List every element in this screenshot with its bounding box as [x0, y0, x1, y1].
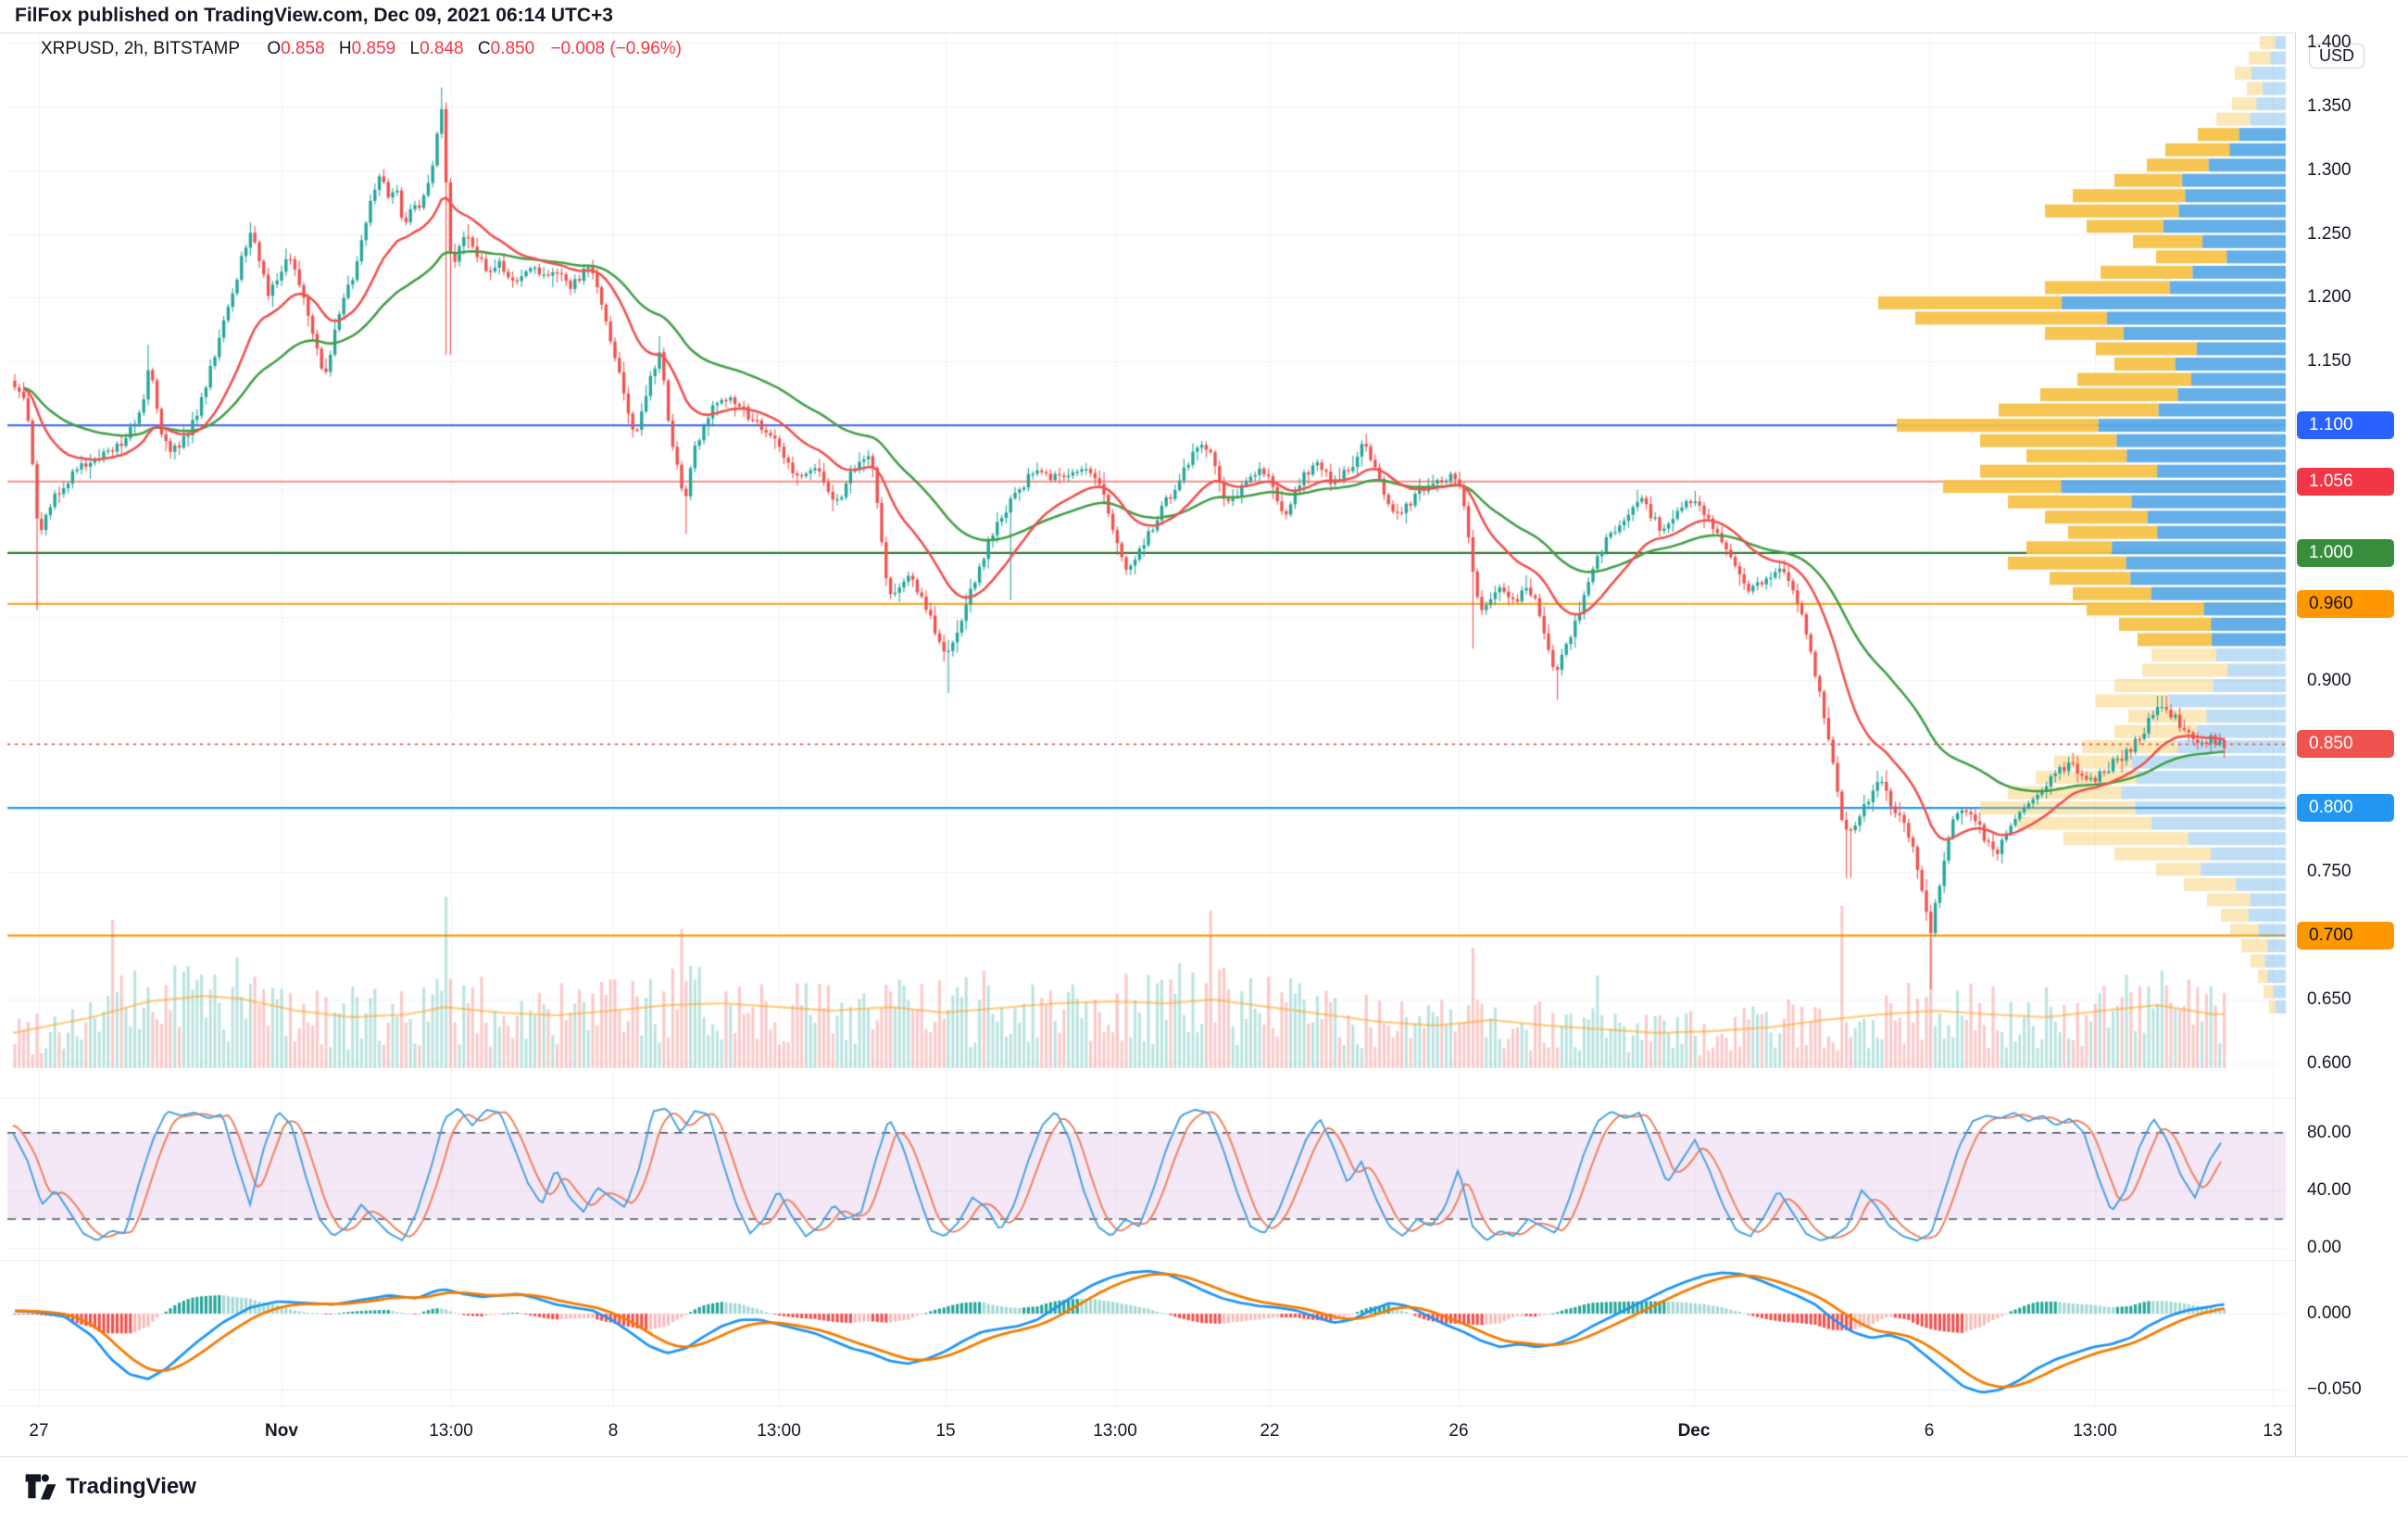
price-tick-0.750: 0.750 [2307, 862, 2352, 882]
publish-attribution: FilFox published on TradingView.com, Dec… [15, 5, 613, 27]
price-level-badge-1.056: 1.056 [2297, 467, 2394, 496]
publish-attribution-text: FilFox published on TradingView.com, Dec… [15, 5, 613, 26]
low-value: 0.848 [420, 39, 464, 58]
time-tick-13:00: 13:00 [757, 1421, 801, 1441]
time-tick-Nov: Nov [265, 1421, 298, 1441]
macd-tick-0.000: 0.000 [2307, 1303, 2352, 1323]
price-tick-1.400: 1.400 [2307, 32, 2352, 52]
price-tick-0.900: 0.900 [2307, 670, 2352, 690]
time-tick-13:00: 13:00 [2073, 1421, 2117, 1441]
currency-button[interactable]: USD [2309, 44, 2365, 69]
time-tick-8: 8 [608, 1421, 619, 1441]
close-label: C [477, 39, 491, 58]
high-value: 0.859 [351, 39, 396, 58]
price-level-badge-1.100: 1.100 [2297, 411, 2394, 440]
stoch-tick-40.00: 40.00 [2307, 1179, 2352, 1200]
price-tick-0.650: 0.650 [2307, 988, 2352, 1009]
price-level-badge-0.850: 0.850 [2297, 730, 2394, 759]
price-axis[interactable]: USD 1.400 1.350 1.300 1.250 1.200 1.150 0.900 0… [2295, 32, 2408, 1456]
price-level-badge-0.700: 0.700 [2297, 921, 2394, 950]
price-level-badge-1.000: 1.000 [2297, 538, 2394, 567]
time-tick-Dec: Dec [1677, 1421, 1711, 1441]
pane-separator-timeaxis [0, 1405, 2408, 1406]
stoch-tick-80.00: 80.00 [2307, 1122, 2352, 1142]
time-tick-22: 22 [1260, 1421, 1280, 1441]
time-tick-15: 15 [935, 1421, 956, 1441]
symbol-legend[interactable]: XRPUSD, 2h, BITSTAMP O0.858 H0.859 L0.84… [41, 39, 682, 59]
time-tick-13: 13 [2263, 1421, 2283, 1441]
price-tick-1.300: 1.300 [2307, 159, 2352, 180]
price-tick-1.250: 1.250 [2307, 223, 2352, 244]
time-tick-6: 6 [1924, 1421, 1935, 1441]
pane-separator-macd[interactable] [0, 1260, 2408, 1261]
tradingview-brand-text[interactable]: TradingView [66, 1474, 196, 1499]
price-tick-1.150: 1.150 [2307, 351, 2352, 371]
open-value: 0.858 [281, 39, 325, 58]
time-tick-27: 27 [29, 1421, 49, 1441]
low-label: L [409, 39, 420, 58]
price-level-badge-0.960: 0.960 [2297, 589, 2394, 618]
price-tick-1.200: 1.200 [2307, 287, 2352, 308]
footer: TradingView [24, 1473, 196, 1501]
time-tick-13:00: 13:00 [1093, 1421, 1137, 1441]
symbol-title[interactable]: XRPUSD, 2h, BITSTAMP [41, 39, 241, 58]
chart-top-border [0, 32, 2408, 33]
price-tick-1.350: 1.350 [2307, 95, 2352, 116]
change-value: −0.008 (−0.96%) [550, 39, 682, 58]
chart-bottom-border [0, 1456, 2408, 1457]
high-label: H [338, 39, 352, 58]
tradingview-logo-icon[interactable] [24, 1473, 57, 1501]
stoch-tick-0.00: 0.00 [2307, 1238, 2341, 1257]
pane-separator-stochastic[interactable] [0, 1098, 2408, 1099]
time-axis[interactable]: 27 Nov 13:00 8 13:00 15 13:00 22 26 Dec 6 13:00 13 [0, 1406, 2295, 1456]
time-tick-13:00: 13:00 [429, 1421, 473, 1441]
price-level-badge-0.800: 0.800 [2297, 794, 2394, 823]
macd-tick-−0.050: −0.050 [2307, 1379, 2362, 1399]
price-tick-0.600: 0.600 [2307, 1052, 2352, 1073]
open-label: O [267, 39, 282, 58]
time-tick-26: 26 [1449, 1421, 1469, 1441]
close-value: 0.850 [490, 39, 535, 58]
